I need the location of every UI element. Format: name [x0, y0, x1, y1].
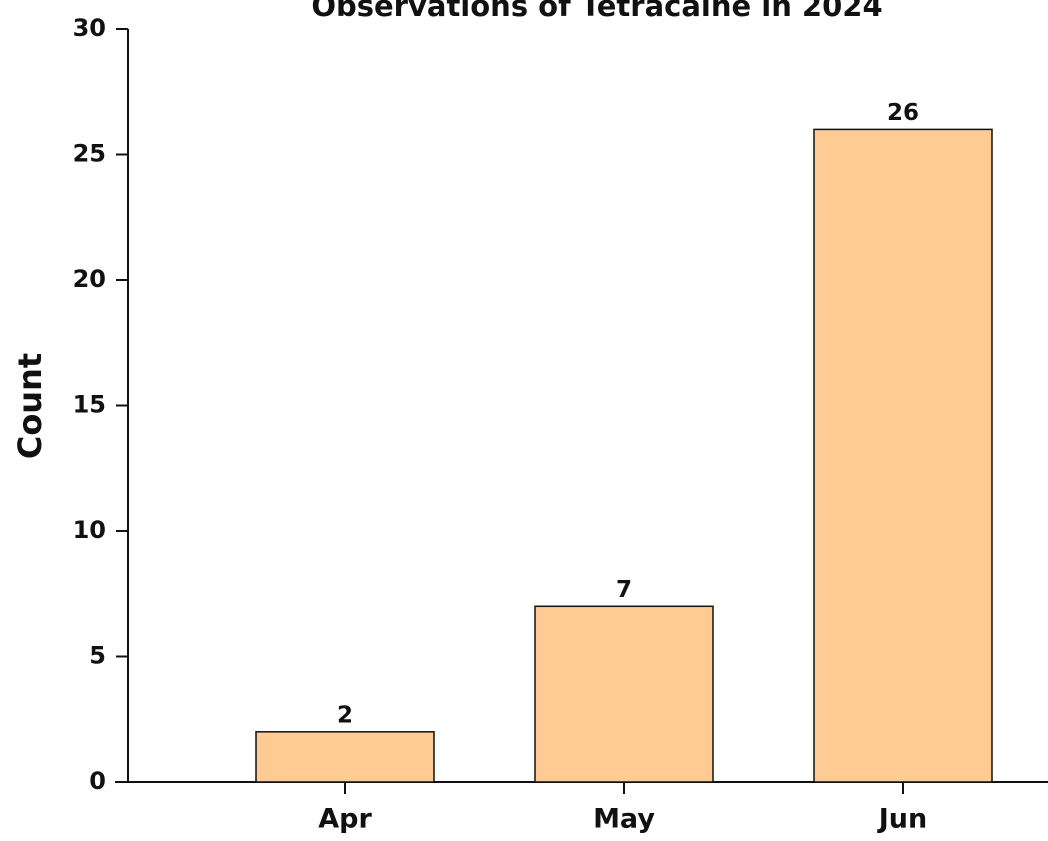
y-tick-label: 10: [73, 516, 106, 544]
data-label: 26: [887, 100, 919, 126]
y-tick-label: 0: [89, 767, 106, 795]
y-axis-label: Count: [11, 353, 49, 459]
data-label: 7: [616, 577, 632, 603]
y-tick-label: 30: [73, 14, 106, 42]
bar: [534, 605, 714, 783]
y-tick-label: 5: [89, 642, 106, 670]
y-tick-label: 15: [73, 391, 106, 419]
x-tick-label: May: [593, 804, 655, 835]
data-label: 2: [337, 702, 353, 728]
bar: [255, 731, 435, 783]
x-tick-label: Apr: [318, 804, 372, 835]
y-tick-label: 20: [73, 265, 106, 293]
x-tick-label: Jun: [877, 804, 928, 835]
chart-title: Observations of Tetracaine in 2024: [311, 0, 882, 23]
y-tick-label: 25: [73, 140, 106, 168]
bar: [813, 128, 993, 783]
